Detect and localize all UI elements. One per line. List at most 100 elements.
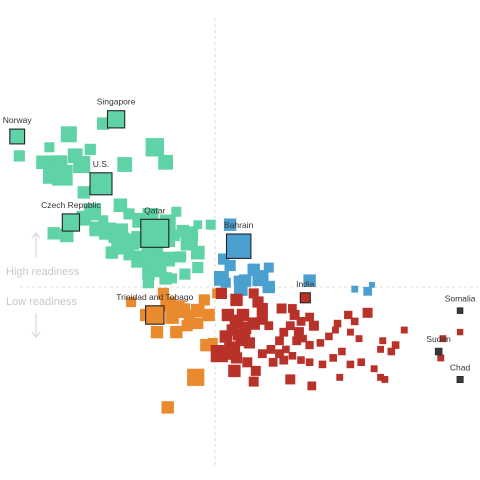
- data-point-red-73: [437, 354, 445, 362]
- data-point-red-63: [336, 373, 344, 381]
- data-point-red-42: [210, 345, 228, 363]
- data-point-red-9: [305, 312, 314, 322]
- data-point-teal-16: [123, 208, 135, 220]
- data-point-blue-15: [369, 281, 375, 288]
- data-point-red-30: [236, 308, 250, 322]
- data-point-red-6: [288, 304, 297, 313]
- high-readiness-label: High readiness: [6, 266, 80, 278]
- data-points: [13, 117, 464, 414]
- data-point-red-65: [377, 373, 384, 381]
- data-point-red-24: [347, 328, 354, 336]
- data-point-red-35: [226, 324, 238, 336]
- data-point-red-48: [282, 345, 290, 354]
- point-qatar: [140, 218, 170, 248]
- data-point-teal-27: [205, 219, 216, 230]
- data-point-orange-9: [170, 325, 183, 339]
- data-point-teal-40: [191, 245, 205, 260]
- label-norway: Norway: [3, 115, 33, 125]
- data-point-red-67: [377, 345, 384, 353]
- data-point-teal-38: [168, 229, 180, 241]
- data-point-red-47: [275, 349, 284, 359]
- data-point-orange-8: [181, 320, 193, 332]
- data-point-teal-6: [145, 138, 164, 157]
- data-point-red-27: [379, 337, 387, 345]
- data-point-red-39: [243, 337, 255, 349]
- data-point-red-10: [308, 320, 319, 331]
- data-point-red-12: [279, 327, 289, 337]
- data-point-blue-10: [234, 282, 248, 296]
- data-point-red-74: [307, 381, 317, 391]
- data-point-teal-2: [13, 150, 25, 162]
- data-point-orange-13: [157, 287, 169, 299]
- data-point-red-36: [219, 330, 232, 343]
- data-point-blue-1: [263, 262, 274, 273]
- up-arrow-icon: [31, 232, 41, 257]
- label-qatar: Qatar: [144, 205, 165, 215]
- data-point-orange-4: [183, 309, 195, 321]
- data-point-red-21: [333, 319, 342, 328]
- data-point-teal-13: [51, 164, 73, 186]
- point-norway: [9, 128, 26, 145]
- data-point-orange-6: [202, 308, 215, 322]
- data-point-red-58: [318, 360, 327, 369]
- data-point-red-56: [285, 374, 296, 385]
- data-point-blue-13: [351, 285, 359, 293]
- data-point-blue-7: [233, 275, 244, 286]
- data-point-red-16: [299, 334, 307, 343]
- point-trinidad-and-tobago: [145, 305, 165, 325]
- point-somalia: [456, 307, 464, 314]
- data-point-teal-55: [142, 277, 154, 289]
- data-point-teal-56: [147, 260, 158, 271]
- data-point-teal-21: [98, 215, 109, 226]
- data-point-red-34: [264, 321, 274, 331]
- data-point-teal-11: [36, 155, 50, 170]
- data-point-orange-17: [187, 368, 205, 386]
- data-point-red-68: [387, 347, 396, 356]
- data-point-red-19: [325, 332, 333, 341]
- data-point-red-43: [230, 352, 243, 364]
- data-point-red-60: [338, 347, 346, 356]
- data-point-teal-53: [192, 262, 204, 274]
- data-point-orange-7: [192, 317, 204, 330]
- data-point-red-5: [276, 303, 287, 314]
- label-somalia: Somalia: [445, 294, 476, 304]
- point-singapore: [106, 110, 126, 129]
- data-point-red-0: [215, 287, 227, 299]
- data-point-teal-14: [77, 186, 90, 199]
- data-point-red-55: [248, 376, 259, 387]
- data-point-teal-19: [47, 227, 60, 240]
- quadrant-annotations: High readiness Low readiness: [6, 232, 80, 338]
- data-point-teal-3: [44, 142, 55, 153]
- data-point-teal-7: [158, 154, 173, 170]
- low-readiness-label: Low readiness: [6, 296, 77, 308]
- point-chad: [456, 375, 464, 383]
- data-point-red-59: [329, 354, 337, 362]
- data-point-red-33: [256, 313, 268, 325]
- data-point-red-26: [362, 307, 373, 318]
- data-point-red-54: [228, 364, 241, 378]
- data-point-blue-3: [218, 253, 230, 265]
- data-point-red-46: [266, 345, 276, 354]
- point-u-s: [89, 172, 113, 196]
- data-point-blue-11: [262, 280, 275, 294]
- label-chad: Chad: [450, 362, 471, 372]
- data-point-teal-29: [171, 206, 182, 217]
- data-point-red-49: [288, 352, 297, 360]
- data-point-red-8: [296, 317, 306, 326]
- data-point-red-15: [292, 336, 302, 346]
- data-point-orange-19: [207, 337, 218, 348]
- data-point-blue-6: [252, 274, 264, 287]
- data-point-red-69: [391, 341, 400, 349]
- data-point-blue-14: [363, 286, 373, 296]
- data-point-teal-28: [193, 220, 203, 230]
- data-point-teal-18: [76, 210, 92, 226]
- annotated-points: Singapore Norway U.S. Czech Republic Qatar Ba…: [3, 97, 476, 383]
- data-point-teal-41: [105, 246, 118, 259]
- point-india: [299, 292, 311, 304]
- data-point-blue-0: [223, 218, 237, 231]
- label-singapore: Singapore: [97, 97, 136, 107]
- label-india: India: [296, 279, 315, 289]
- data-point-blue-2: [224, 259, 236, 272]
- data-point-orange-12: [126, 297, 137, 308]
